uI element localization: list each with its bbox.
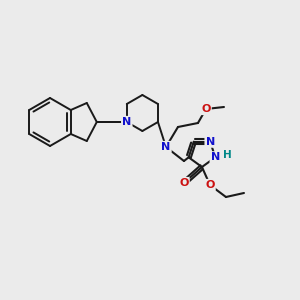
Text: N: N [211,152,220,162]
Text: O: O [179,178,189,188]
Text: N: N [161,142,171,152]
Text: H: H [223,150,232,160]
Text: O: O [205,180,214,190]
Text: N: N [206,137,215,147]
Text: N: N [122,117,131,127]
Text: O: O [201,104,211,114]
